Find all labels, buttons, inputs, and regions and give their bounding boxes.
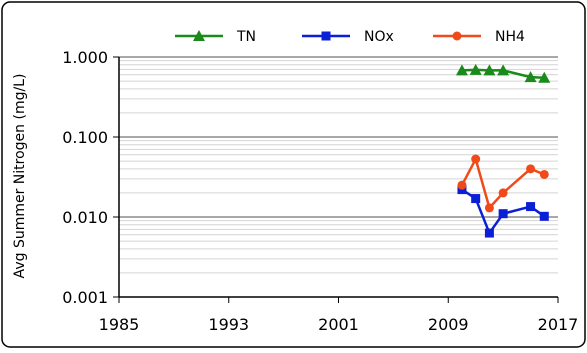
- data-point-nox: [539, 211, 549, 221]
- data-point-tn: [455, 64, 468, 76]
- legend-item-nox: NOx: [302, 29, 394, 45]
- series-nh4: [457, 154, 549, 213]
- y-axis-label: Avg Summer Nitrogen (mg/L): [12, 74, 28, 279]
- data-point-nox: [526, 202, 536, 212]
- series-tn: [455, 63, 551, 83]
- y-tick-label: 0.001: [62, 288, 108, 307]
- data-point-nh4: [539, 169, 549, 179]
- data-point-tn: [538, 71, 551, 83]
- data-point-nh4: [457, 180, 467, 190]
- y-tick-label: 0.010: [62, 208, 108, 227]
- legend-label-nox: NOx: [364, 29, 394, 45]
- data-point-nh4: [498, 188, 508, 198]
- data-point-tn: [497, 64, 510, 76]
- x-tick-label: 2017: [538, 315, 579, 334]
- data-point-nox: [498, 209, 508, 219]
- x-tick-label: 2001: [318, 315, 359, 334]
- data-point-nox: [484, 228, 494, 238]
- data-point-nh4: [471, 154, 481, 164]
- legend-item-nh4: NH4: [433, 29, 525, 45]
- data-point-nh4: [484, 203, 494, 213]
- data-point-tn: [524, 71, 537, 83]
- legend-item-tn: TN: [175, 29, 256, 45]
- x-tick-label: 1985: [99, 315, 140, 334]
- chart-border: [1, 1, 586, 348]
- y-tick-label: 0.100: [62, 128, 108, 147]
- series-layer: [455, 63, 551, 238]
- legend-label-tn: TN: [236, 29, 256, 45]
- data-point-tn: [483, 64, 496, 76]
- legend: TN NOx NH4: [175, 29, 525, 45]
- grid-layer: [119, 56, 558, 274]
- axes-layer: 0.001 0.010 0.100 1.000 1985 1993 2001 2009 2017: [62, 48, 578, 334]
- data-point-nox: [471, 194, 481, 204]
- data-point-nh4: [526, 164, 536, 174]
- legend-marker-nox: [321, 31, 331, 41]
- legend-marker-tn: [193, 30, 205, 41]
- legend-label-nh4: NH4: [495, 29, 525, 45]
- y-tick-label: 1.000: [62, 48, 108, 67]
- x-tick-label: 1993: [208, 315, 249, 334]
- data-point-tn: [469, 63, 482, 75]
- legend-marker-nh4: [452, 31, 462, 41]
- x-tick-label: 2009: [428, 315, 469, 334]
